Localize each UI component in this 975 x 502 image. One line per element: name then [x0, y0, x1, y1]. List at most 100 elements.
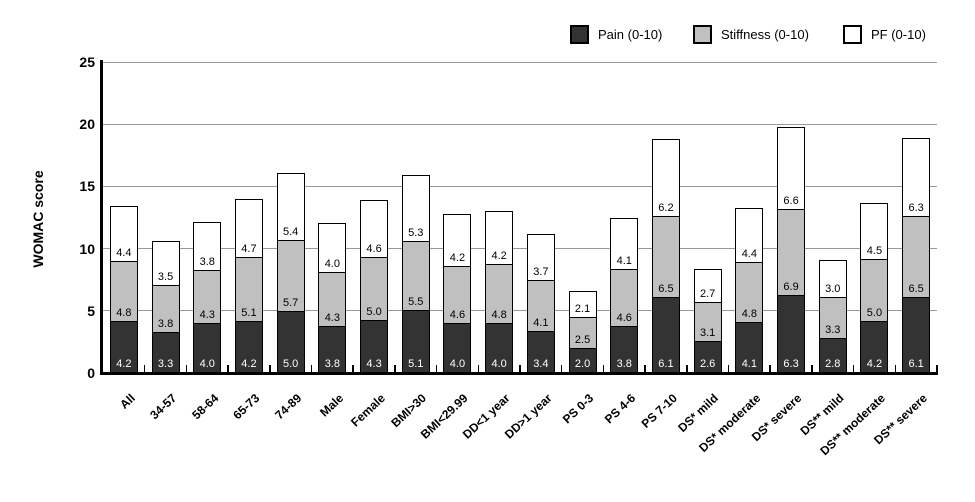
segment-stiffness: 3.3 — [818, 297, 847, 340]
segment-stiffness: 2.5 — [568, 317, 597, 350]
value-label: 4.1 — [741, 358, 757, 370]
segment-pain: 4.2 — [860, 320, 889, 373]
segment-pf: 4.2 — [443, 213, 472, 268]
x-label-65-73: 65-73 — [230, 391, 263, 423]
gridline-20 — [103, 123, 937, 125]
bar-ds-mild: 2.6 3.1 2.7 — [693, 268, 722, 373]
value-label: 5.4 — [282, 225, 299, 238]
x-axis-tick — [519, 365, 521, 373]
bar-all: 4.2 4.8 4.4 — [109, 206, 138, 373]
segment-stiffness: 4.3 — [318, 272, 347, 327]
bar-bmi-30: 5.1 5.5 5.3 — [401, 175, 430, 373]
stiffness-swatch — [693, 24, 712, 44]
segment-pf: 2.1 — [568, 290, 597, 319]
bar-male: 3.8 4.3 4.0 — [318, 222, 347, 373]
value-label: 2.8 — [825, 358, 841, 370]
segment-pain: 4.2 — [109, 320, 138, 373]
value-label: 4.3 — [324, 311, 340, 324]
value-label: 4.3 — [366, 358, 382, 370]
x-label-all: All — [116, 391, 138, 412]
gridline-25 — [103, 61, 937, 63]
value-label: 4.2 — [491, 249, 507, 262]
segment-stiffness: 4.3 — [193, 269, 222, 325]
segment-pf: 3.7 — [526, 233, 555, 281]
segment-pain: 4.0 — [193, 323, 222, 373]
value-label: 4.2 — [449, 252, 466, 265]
value-label: 4.0 — [324, 258, 340, 271]
value-label: 5.0 — [366, 305, 382, 318]
segment-stiffness: 5.7 — [276, 239, 305, 312]
value-label: 5.0 — [866, 306, 883, 319]
segment-pf: 5.4 — [276, 172, 305, 241]
value-label: 2.0 — [574, 358, 591, 370]
value-label: 4.3 — [199, 309, 215, 322]
value-label: 4.8 — [491, 309, 507, 322]
x-label-58-64: 58-64 — [188, 391, 221, 423]
x-axis-tick — [560, 365, 563, 373]
segment-pf: 2.7 — [693, 268, 722, 304]
segment-pf: 3.5 — [151, 241, 180, 286]
segment-pain: 6.1 — [902, 297, 931, 373]
legend-label-stiffness: Stiffness (0-10) — [721, 26, 809, 42]
value-label: 3.0 — [825, 283, 841, 296]
bar-dd-1-year: 4.0 4.8 4.2 — [485, 211, 514, 373]
x-axis-tick — [310, 365, 313, 373]
x-axis-tick — [352, 365, 354, 373]
value-label: 4.1 — [616, 254, 632, 267]
x-axis-tick — [435, 365, 438, 373]
value-label: 5.5 — [408, 295, 424, 308]
value-label: 3.8 — [324, 358, 340, 370]
segment-stiffness: 5.0 — [360, 257, 389, 321]
legend-item-pain: Pain (0-10) — [570, 24, 663, 44]
legend-label-pain: Pain (0-10) — [598, 26, 663, 42]
segment-stiffness: 4.8 — [109, 261, 138, 322]
bar-58-64: 4.0 4.3 3.8 — [193, 222, 222, 373]
segment-pf: 4.5 — [860, 202, 889, 260]
segment-pain: 3.8 — [318, 325, 347, 373]
segment-pain: 4.0 — [485, 323, 514, 373]
segment-pf: 6.2 — [651, 139, 680, 218]
value-label: 4.0 — [199, 358, 215, 370]
segment-pain: 4.0 — [443, 323, 472, 373]
bar-ps-0-3: 2.0 2.5 2.1 — [568, 290, 597, 373]
value-label: 3.3 — [157, 358, 174, 370]
bar-bmi-29-99: 4.0 4.6 4.2 — [443, 213, 472, 373]
segment-stiffness: 4.6 — [443, 266, 472, 325]
segment-stiffness: 4.1 — [526, 279, 555, 332]
segment-pain: 4.1 — [735, 322, 764, 373]
value-label: 6.3 — [783, 358, 799, 370]
segment-pain: 3.3 — [151, 331, 180, 373]
segment-pain: 4.3 — [360, 319, 389, 373]
legend-label-pf: PF (0-10) — [871, 26, 926, 42]
value-label: 3.3 — [825, 324, 841, 337]
bar-ds-severe: 6.3 6.9 6.6 — [777, 126, 806, 373]
value-label: 6.9 — [783, 280, 799, 293]
value-label: 5.1 — [241, 306, 257, 319]
segment-stiffness: 3.8 — [151, 284, 180, 333]
x-label-34-57: 34-57 — [147, 391, 180, 423]
value-label: 4.1 — [533, 316, 549, 329]
value-label: 6.6 — [783, 194, 799, 207]
bar-ds-moderate: 4.2 5.0 4.5 — [860, 202, 889, 373]
x-label-male: Male — [316, 391, 346, 420]
value-label: 2.7 — [699, 288, 716, 301]
y-tick-label-25: 25 — [79, 54, 95, 70]
value-label: 5.3 — [408, 227, 424, 240]
segment-pain: 4.2 — [234, 320, 263, 373]
bar-ps-7-10: 6.1 6.5 6.2 — [651, 139, 680, 373]
pain-swatch — [570, 24, 589, 44]
value-label: 6.1 — [908, 358, 924, 370]
y-tick-label-15: 15 — [79, 178, 95, 195]
segment-stiffness: 5.0 — [860, 258, 889, 322]
bar-ds-severe: 6.1 6.5 6.3 — [902, 137, 931, 373]
bar-65-73: 4.2 5.1 4.7 — [234, 198, 263, 373]
segment-stiffness: 6.5 — [651, 216, 680, 299]
value-label: 6.5 — [908, 283, 924, 296]
value-label: 3.8 — [157, 317, 174, 330]
x-axis-tick — [143, 365, 146, 373]
bar-34-57: 3.3 3.8 3.5 — [151, 241, 180, 373]
y-tick-label-0: 0 — [87, 365, 95, 381]
segment-pain: 3.8 — [610, 325, 639, 373]
x-label-ps-4-6: PS 4-6 — [601, 391, 638, 427]
segment-pf: 4.4 — [109, 206, 138, 263]
